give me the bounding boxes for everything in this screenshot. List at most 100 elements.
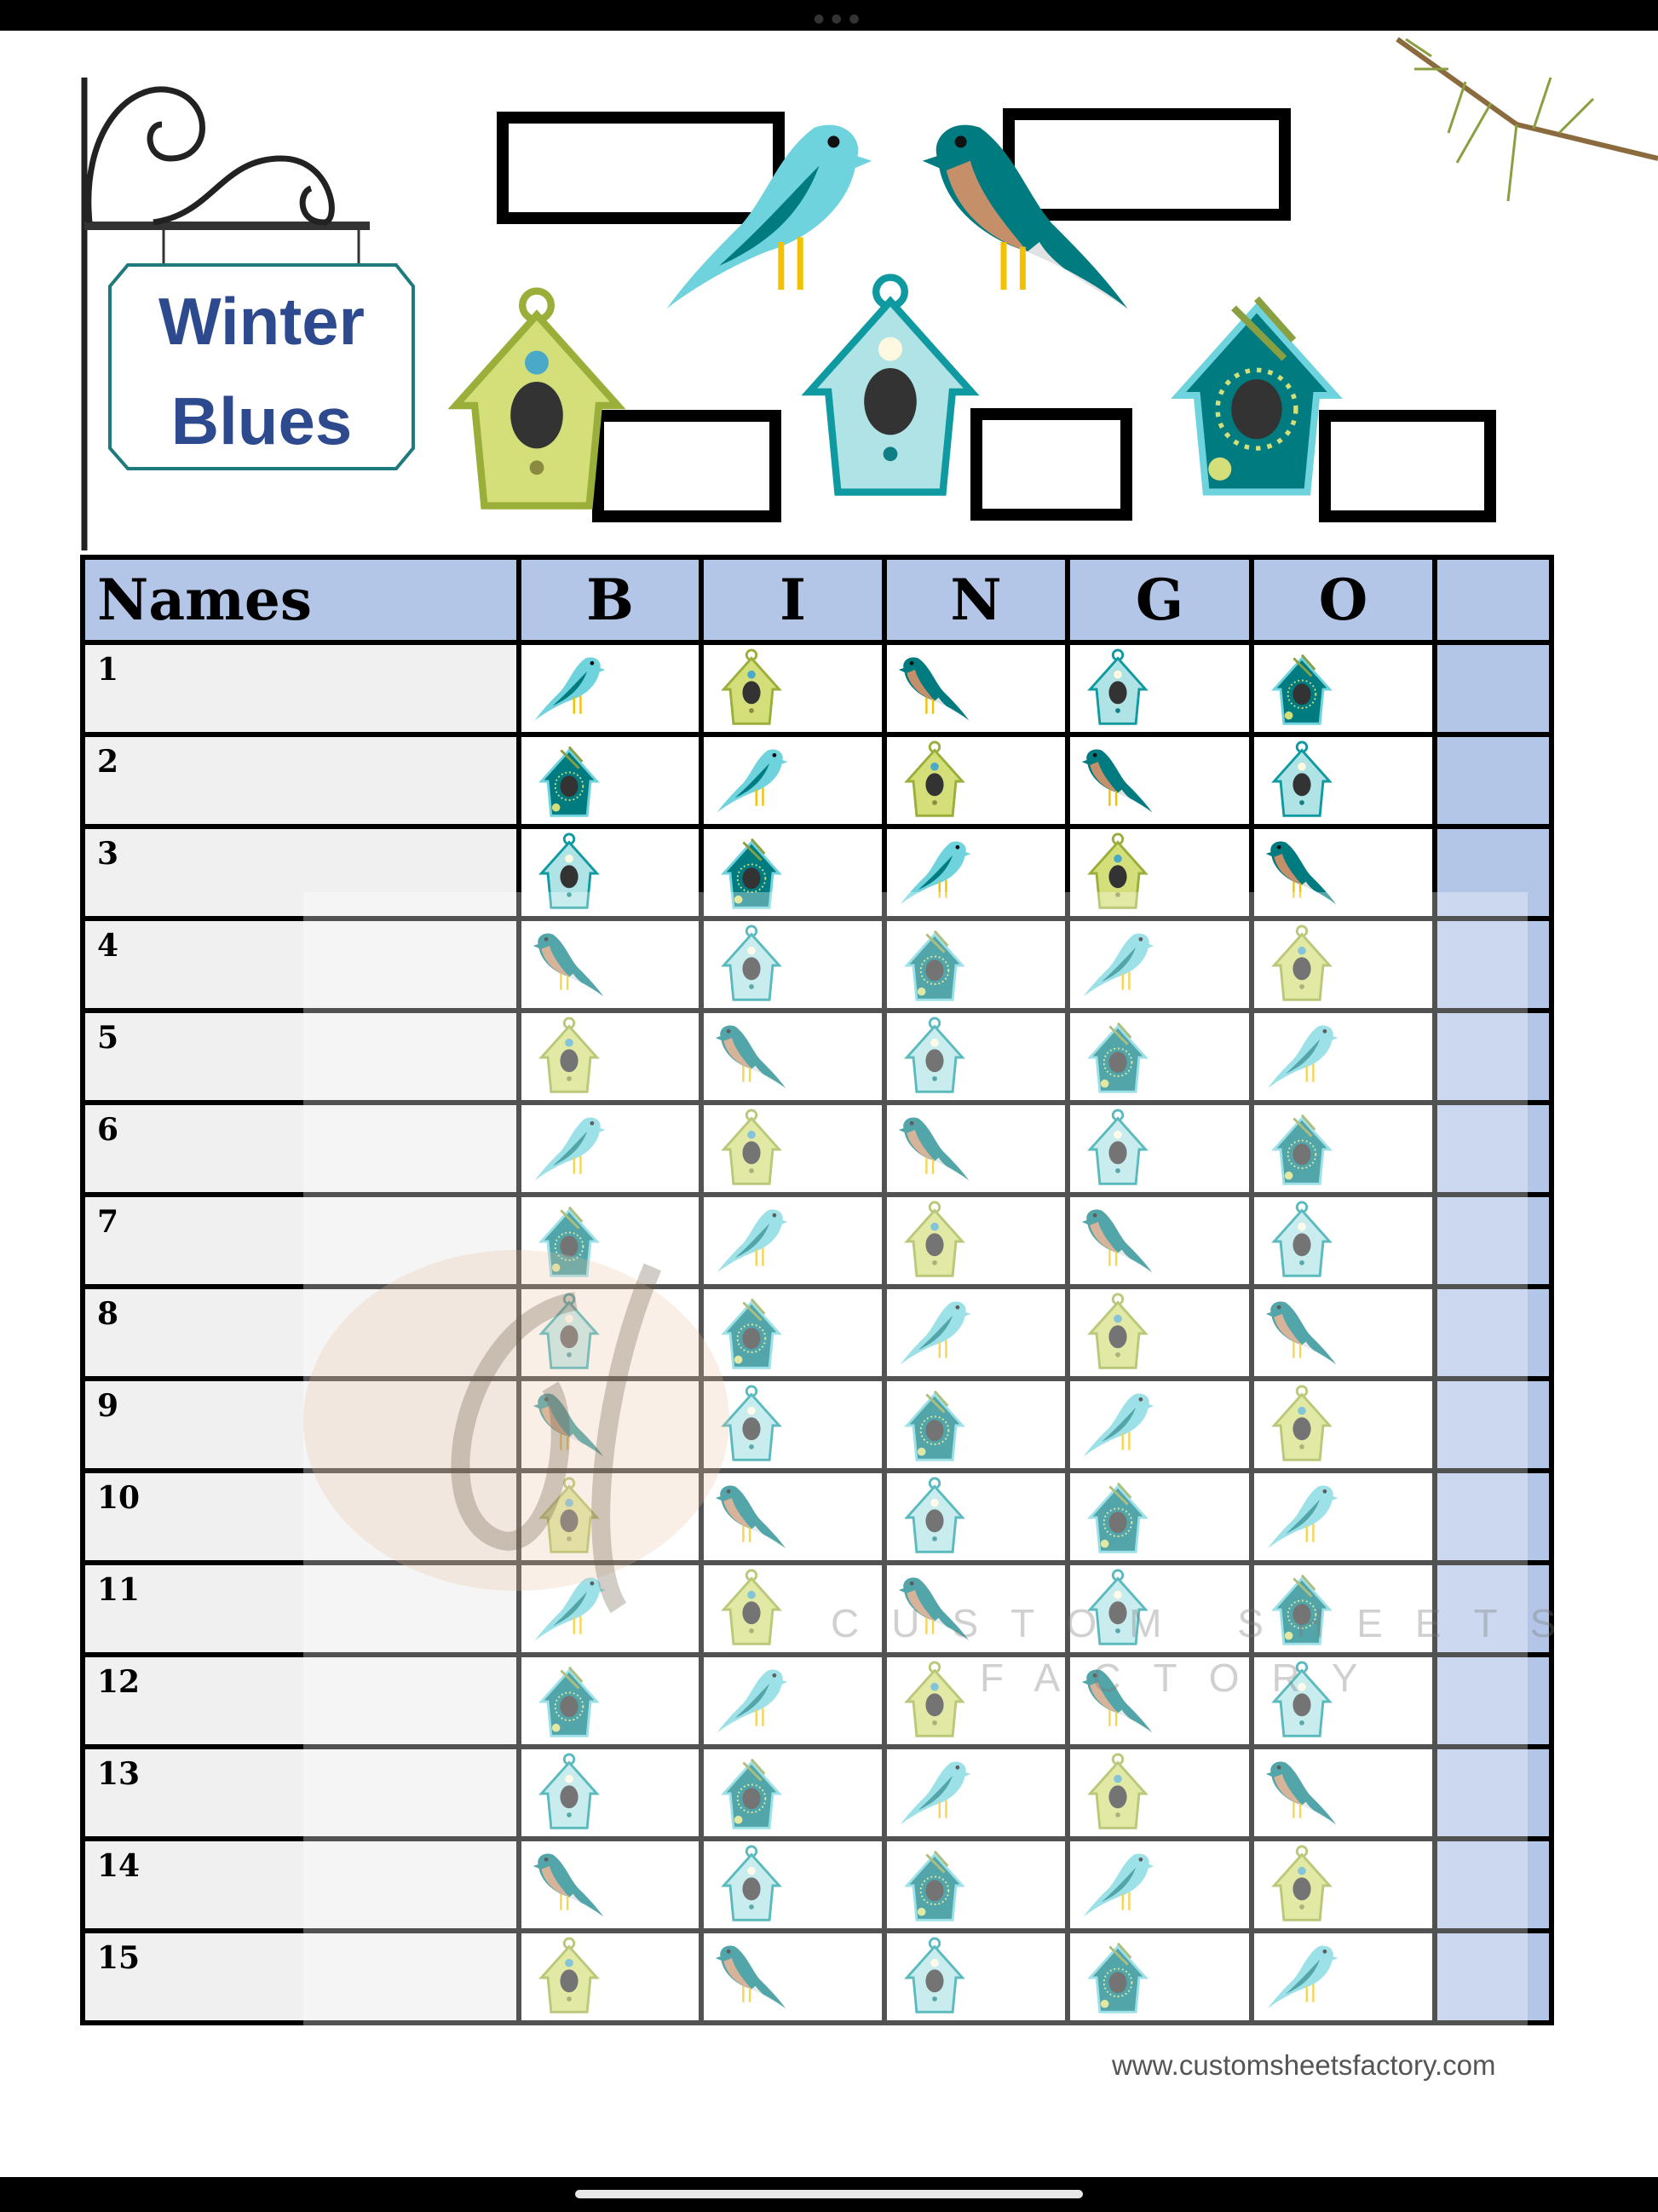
- extra-cell[interactable]: [1432, 640, 1554, 737]
- cell-i[interactable]: [699, 1836, 887, 1933]
- extra-cell[interactable]: [1432, 1928, 1554, 2025]
- cell-i[interactable]: [699, 1928, 887, 2025]
- cell-i[interactable]: [699, 1652, 887, 1749]
- cell-n[interactable]: [882, 1928, 1070, 2025]
- cell-n[interactable]: [882, 1100, 1070, 1197]
- name-cell[interactable]: 11: [80, 1560, 521, 1657]
- cell-b[interactable]: [516, 1376, 704, 1473]
- cell-i[interactable]: [699, 1560, 887, 1657]
- footer-url[interactable]: www.customsheetsfactory.com: [1112, 2049, 1496, 2081]
- extra-cell[interactable]: [1432, 1836, 1554, 1933]
- multitasking-dots-icon[interactable]: ● ● ●: [814, 12, 861, 26]
- cell-g[interactable]: [1065, 1376, 1254, 1473]
- cell-n[interactable]: [882, 1652, 1070, 1749]
- cell-b[interactable]: [516, 1652, 704, 1749]
- cell-o[interactable]: [1249, 1192, 1437, 1289]
- cell-g[interactable]: [1065, 1192, 1254, 1289]
- cell-b[interactable]: [516, 1284, 704, 1381]
- name-cell[interactable]: 4: [80, 916, 521, 1013]
- cell-i[interactable]: [699, 1192, 887, 1289]
- cell-n[interactable]: [882, 1192, 1070, 1289]
- cell-i[interactable]: [699, 1744, 887, 1841]
- cell-n[interactable]: [882, 1836, 1070, 1933]
- cell-n[interactable]: [882, 824, 1070, 921]
- name-cell[interactable]: 2: [80, 732, 521, 829]
- cell-i[interactable]: [699, 1376, 887, 1473]
- name-cell[interactable]: 8: [80, 1284, 521, 1381]
- cell-n[interactable]: [882, 1376, 1070, 1473]
- cell-o[interactable]: [1249, 1468, 1437, 1565]
- cell-b[interactable]: [516, 640, 704, 737]
- cell-b[interactable]: [516, 1928, 704, 2025]
- cell-b[interactable]: [516, 1468, 704, 1565]
- name-cell[interactable]: 12: [80, 1652, 521, 1749]
- cell-i[interactable]: [699, 1100, 887, 1197]
- cell-i[interactable]: [699, 916, 887, 1013]
- cell-o[interactable]: [1249, 916, 1437, 1013]
- cell-o[interactable]: [1249, 1560, 1437, 1657]
- cell-g[interactable]: [1065, 1560, 1254, 1657]
- cell-g[interactable]: [1065, 1008, 1254, 1105]
- name-cell[interactable]: 7: [80, 1192, 521, 1289]
- extra-cell[interactable]: [1432, 1192, 1554, 1289]
- home-indicator[interactable]: [575, 2190, 1083, 2198]
- name-cell[interactable]: 3: [80, 824, 521, 921]
- cell-o[interactable]: [1249, 1376, 1437, 1473]
- cell-b[interactable]: [516, 1100, 704, 1197]
- cell-n[interactable]: [882, 640, 1070, 737]
- extra-cell[interactable]: [1432, 916, 1554, 1013]
- cell-o[interactable]: [1249, 732, 1437, 829]
- cell-o[interactable]: [1249, 1652, 1437, 1749]
- cell-b[interactable]: [516, 1192, 704, 1289]
- cell-b[interactable]: [516, 1560, 704, 1657]
- name-cell[interactable]: 1: [80, 640, 521, 737]
- cell-o[interactable]: [1249, 1284, 1437, 1381]
- cell-i[interactable]: [699, 1008, 887, 1105]
- cell-b[interactable]: [516, 916, 704, 1013]
- cell-i[interactable]: [699, 640, 887, 737]
- cell-o[interactable]: [1249, 1744, 1437, 1841]
- cell-g[interactable]: [1065, 1836, 1254, 1933]
- cell-g[interactable]: [1065, 1744, 1254, 1841]
- cell-n[interactable]: [882, 1560, 1070, 1657]
- name-cell[interactable]: 14: [80, 1836, 521, 1933]
- cell-o[interactable]: [1249, 1008, 1437, 1105]
- cell-o[interactable]: [1249, 1836, 1437, 1933]
- extra-cell[interactable]: [1432, 1376, 1554, 1473]
- cell-b[interactable]: [516, 732, 704, 829]
- cell-n[interactable]: [882, 732, 1070, 829]
- extra-cell[interactable]: [1432, 1008, 1554, 1105]
- cell-b[interactable]: [516, 1008, 704, 1105]
- cell-n[interactable]: [882, 1284, 1070, 1381]
- cell-g[interactable]: [1065, 732, 1254, 829]
- cell-i[interactable]: [699, 824, 887, 921]
- cell-n[interactable]: [882, 916, 1070, 1013]
- cell-g[interactable]: [1065, 1652, 1254, 1749]
- name-cell[interactable]: 15: [80, 1928, 521, 2025]
- extra-cell[interactable]: [1432, 1100, 1554, 1197]
- cell-b[interactable]: [516, 1836, 704, 1933]
- cell-i[interactable]: [699, 1468, 887, 1565]
- name-cell[interactable]: 6: [80, 1100, 521, 1197]
- cell-g[interactable]: [1065, 1468, 1254, 1565]
- cell-g[interactable]: [1065, 916, 1254, 1013]
- cell-g[interactable]: [1065, 1284, 1254, 1381]
- cell-i[interactable]: [699, 732, 887, 829]
- extra-cell[interactable]: [1432, 732, 1554, 829]
- cell-o[interactable]: [1249, 1928, 1437, 2025]
- name-cell[interactable]: 10: [80, 1468, 521, 1565]
- cell-g[interactable]: [1065, 1928, 1254, 2025]
- name-cell[interactable]: 9: [80, 1376, 521, 1473]
- extra-cell[interactable]: [1432, 1652, 1554, 1749]
- cell-b[interactable]: [516, 1744, 704, 1841]
- cell-n[interactable]: [882, 1008, 1070, 1105]
- extra-cell[interactable]: [1432, 1744, 1554, 1841]
- cell-b[interactable]: [516, 824, 704, 921]
- cell-g[interactable]: [1065, 1100, 1254, 1197]
- cell-o[interactable]: [1249, 824, 1437, 921]
- cell-n[interactable]: [882, 1468, 1070, 1565]
- extra-cell[interactable]: [1432, 1560, 1554, 1657]
- cell-g[interactable]: [1065, 824, 1254, 921]
- cell-n[interactable]: [882, 1744, 1070, 1841]
- extra-cell[interactable]: [1432, 1284, 1554, 1381]
